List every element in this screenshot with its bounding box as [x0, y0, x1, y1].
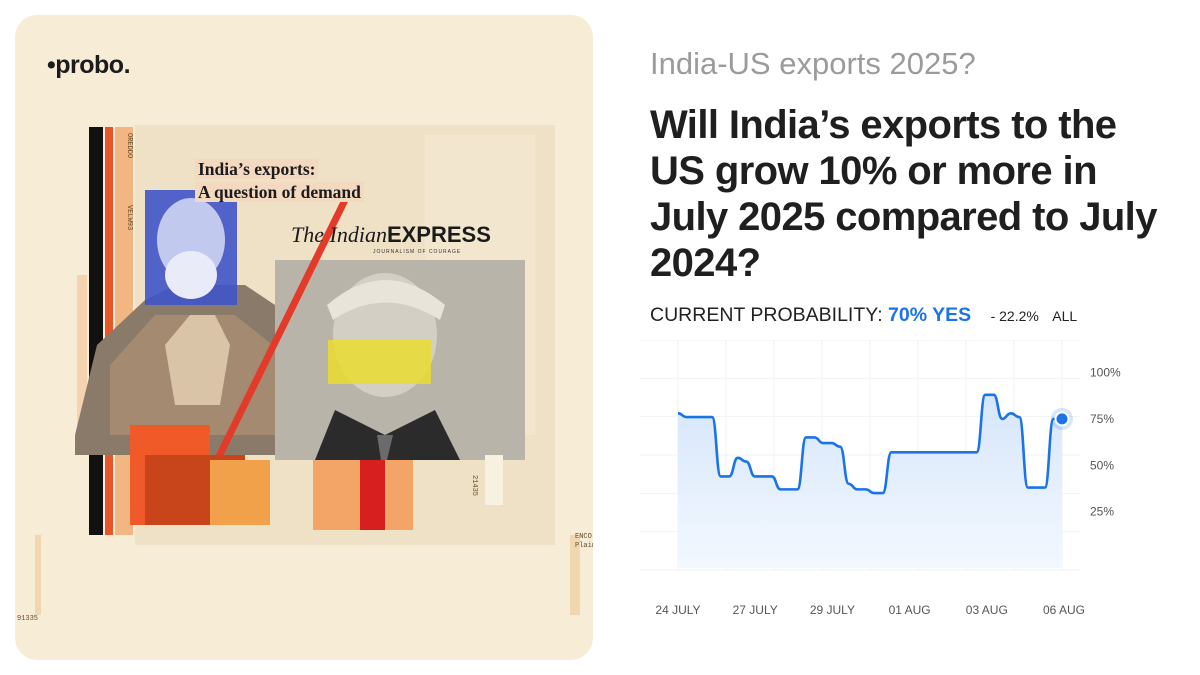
- probability-line: [677, 393, 1062, 495]
- market-subtitle: India-US exports 2025?: [650, 46, 976, 81]
- y-tick-label: 100%: [1090, 366, 1121, 380]
- newspaper-masthead: The IndianEXPRESS: [291, 222, 491, 248]
- masthead-tagline: JOURNALISM OF COURAGE: [373, 249, 462, 255]
- headline-line-1: India’s exports:: [195, 159, 319, 179]
- y-tick-label: 50%: [1090, 458, 1114, 472]
- x-tick-label: 24 JULY: [655, 603, 700, 617]
- x-tick-label: 01 AUG: [889, 603, 931, 617]
- probability-value: 70% YES: [888, 304, 972, 326]
- masthead-prefix: The Indian: [291, 222, 387, 247]
- x-tick-label: 06 AUG: [1043, 603, 1085, 617]
- article-headline: India’s exports: A question of demand: [195, 158, 380, 204]
- collage-side-text-5: Plaint: [575, 542, 593, 550]
- news-collage-image: [35, 125, 580, 615]
- probability-chart: 25% 50% 75% 100% 24 JULY 27 JULY 29 JULY 01 AU…: [640, 340, 1121, 617]
- probo-logo: •probo.: [47, 51, 131, 79]
- y-tick-label: 25%: [1090, 505, 1114, 519]
- masthead-bold: EXPRESS: [386, 222, 491, 247]
- probability-change: - 22.2%: [990, 308, 1039, 324]
- probability-label: CURRENT PROBABILITY:: [650, 304, 883, 326]
- probability-area: [678, 394, 1062, 568]
- headline-line-2: A question of demand: [195, 182, 364, 202]
- collage-side-text-3: 21435: [470, 475, 478, 497]
- probability-row: CURRENT PROBABILITY: 70% YES - 22.2% ALL: [650, 304, 1077, 327]
- x-tick-label: 27 JULY: [733, 603, 778, 617]
- collage-side-text-1: OREDDO: [125, 133, 133, 159]
- current-point[interactable]: [1054, 411, 1070, 427]
- x-tick-label: 03 AUG: [966, 603, 1008, 617]
- collage-side-text-6: 91335: [17, 615, 39, 623]
- market-question: Will India’s exports to the US grow 10% …: [650, 103, 1157, 285]
- y-tick-label: 75%: [1090, 412, 1114, 426]
- collage-side-text-2: VELW93: [125, 205, 133, 231]
- x-tick-label: 29 JULY: [810, 603, 855, 617]
- collage-side-text-4: ENCO: [575, 533, 592, 541]
- promo-image: •probo. India’s exports: A question of d…: [15, 15, 593, 660]
- range-selector-all[interactable]: ALL: [1052, 308, 1078, 324]
